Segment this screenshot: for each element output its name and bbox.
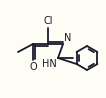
- Text: N: N: [64, 33, 71, 43]
- Text: HN: HN: [42, 59, 57, 69]
- Text: Cl: Cl: [43, 16, 53, 26]
- Text: O: O: [29, 62, 37, 72]
